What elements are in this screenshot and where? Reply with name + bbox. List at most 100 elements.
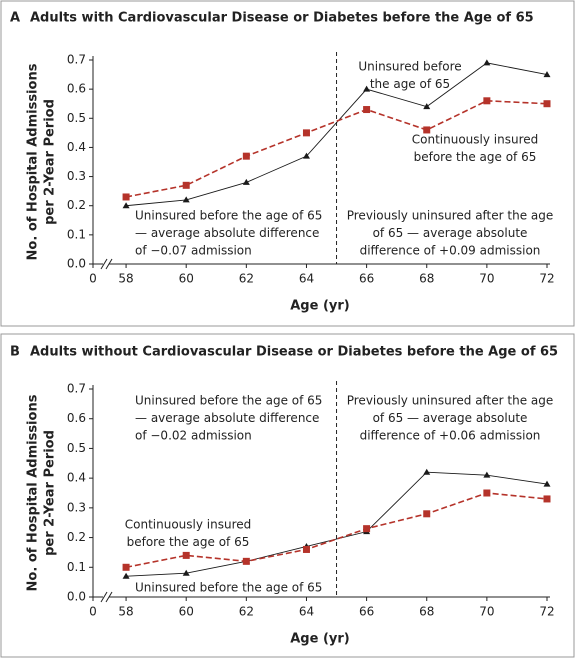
marker bbox=[122, 563, 130, 571]
annotation: of −0.02 admission bbox=[135, 429, 252, 443]
marker bbox=[543, 495, 551, 503]
panel-frame bbox=[0, 0, 575, 327]
marker bbox=[543, 71, 551, 78]
marker bbox=[122, 572, 130, 579]
annotation: difference of +0.09 admission bbox=[360, 244, 541, 258]
y-tick-label: 0.1 bbox=[67, 560, 86, 574]
panel-letter: A bbox=[10, 11, 20, 26]
series-line bbox=[126, 62, 548, 207]
marker bbox=[483, 471, 491, 478]
x-tick-label: 64 bbox=[299, 605, 314, 619]
annotation: Previously uninsured after the age bbox=[347, 209, 554, 223]
marker bbox=[423, 468, 431, 475]
x-axis-label: Age (yr) bbox=[290, 632, 349, 647]
annotation: Continuously insured bbox=[125, 518, 252, 532]
x-tick-label: 60 bbox=[179, 272, 194, 286]
marker bbox=[182, 181, 190, 189]
y-tick-label: 0.7 bbox=[67, 382, 86, 396]
x-tick-label: 58 bbox=[118, 272, 133, 286]
annotation: the age of 65 bbox=[370, 77, 450, 91]
axis-break bbox=[100, 258, 108, 270]
marker bbox=[302, 545, 310, 553]
marker bbox=[423, 126, 431, 134]
y-tick-label: 0.6 bbox=[67, 411, 86, 425]
chart-title: Adults with Cardiovascular Disease or Di… bbox=[30, 11, 534, 26]
marker bbox=[122, 202, 130, 209]
marker bbox=[363, 525, 371, 533]
x-tick-label: 72 bbox=[539, 272, 554, 286]
y-tick-label: 0.3 bbox=[67, 500, 86, 514]
annotation: of 65 — average absolute bbox=[373, 226, 528, 240]
marker bbox=[242, 557, 250, 565]
x-tick-label: 66 bbox=[359, 605, 374, 619]
annotation: Uninsured before the age of 65 bbox=[135, 394, 322, 408]
marker bbox=[423, 103, 431, 110]
y-tick-label: 0.5 bbox=[67, 111, 86, 125]
annotation: Continuously insured bbox=[412, 133, 539, 147]
y-tick-label: 0.6 bbox=[67, 82, 86, 96]
marker bbox=[543, 480, 551, 487]
marker bbox=[182, 569, 190, 576]
y-tick-label: 0.3 bbox=[67, 169, 86, 183]
marker bbox=[363, 85, 371, 92]
marker bbox=[122, 193, 130, 201]
annotation: difference of +0.06 admission bbox=[360, 429, 541, 443]
y-tick-label: 0.0 bbox=[67, 257, 86, 271]
x-tick-label: 66 bbox=[359, 272, 374, 286]
axis-break bbox=[100, 591, 108, 603]
panel-letter: B bbox=[10, 345, 20, 360]
axis-break bbox=[105, 591, 113, 603]
marker bbox=[242, 152, 250, 160]
x-tick-label: 0 bbox=[89, 272, 97, 286]
y-tick-label: 0.5 bbox=[67, 441, 86, 455]
annotation: — average absolute difference bbox=[135, 411, 319, 425]
y-axis-label: No. of Hospital Admissions bbox=[26, 394, 41, 591]
series-line bbox=[126, 471, 548, 577]
marker bbox=[182, 196, 190, 203]
x-tick-label: 68 bbox=[419, 605, 434, 619]
series-line bbox=[125, 492, 548, 569]
y-tick-label: 0.4 bbox=[67, 471, 86, 485]
marker bbox=[483, 59, 491, 66]
annotation: Uninsured before the age of 65 bbox=[135, 581, 322, 595]
annotation: before the age of 65 bbox=[414, 150, 537, 164]
x-tick-label: 64 bbox=[299, 272, 314, 286]
x-tick-label: 0 bbox=[89, 605, 97, 619]
annotation: Previously uninsured after the age bbox=[347, 394, 554, 408]
axis-break-gap bbox=[103, 259, 109, 269]
x-tick-label: 68 bbox=[419, 272, 434, 286]
x-axis-label: Age (yr) bbox=[290, 299, 349, 314]
axis-break-gap bbox=[103, 592, 109, 602]
x-tick-label: 62 bbox=[239, 605, 254, 619]
marker bbox=[302, 152, 310, 159]
x-tick-label: 62 bbox=[239, 272, 254, 286]
x-tick-label: 70 bbox=[479, 272, 494, 286]
marker bbox=[242, 178, 250, 185]
y-tick-label: 0.2 bbox=[67, 198, 86, 212]
series-line bbox=[125, 99, 548, 198]
marker bbox=[543, 100, 551, 108]
y-tick-label: 0.0 bbox=[67, 590, 86, 604]
annotation: before the age of 65 bbox=[127, 535, 250, 549]
y-tick-label: 0.7 bbox=[67, 53, 86, 67]
annotation: — average absolute difference bbox=[135, 226, 319, 240]
marker bbox=[302, 129, 310, 137]
y-tick-label: 0.1 bbox=[67, 227, 86, 241]
marker bbox=[483, 489, 491, 497]
marker bbox=[483, 97, 491, 105]
annotation: of 65 — average absolute bbox=[373, 411, 528, 425]
annotation: Uninsured before bbox=[358, 60, 461, 74]
marker bbox=[182, 551, 190, 559]
x-tick-label: 70 bbox=[479, 605, 494, 619]
marker bbox=[423, 510, 431, 518]
y-tick-label: 0.2 bbox=[67, 530, 86, 544]
annotation: of −0.07 admission bbox=[135, 244, 252, 258]
y-axis-label: per 2-Year Period bbox=[43, 99, 58, 225]
y-axis-label: per 2-Year Period bbox=[43, 430, 58, 556]
chart-title: Adults without Cardiovascular Disease or… bbox=[30, 345, 558, 360]
x-tick-label: 58 bbox=[118, 605, 133, 619]
marker bbox=[363, 106, 371, 114]
x-tick-label: 60 bbox=[179, 605, 194, 619]
annotation: Uninsured before the age of 65 bbox=[135, 209, 322, 223]
